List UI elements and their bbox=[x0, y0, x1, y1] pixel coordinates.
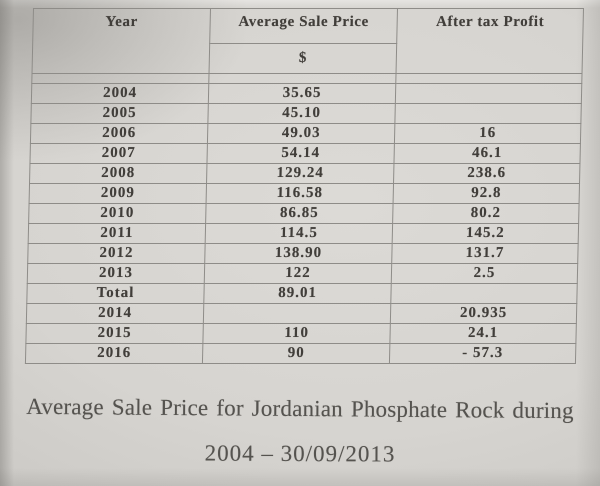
year-cell: 2007 bbox=[29, 143, 208, 164]
table-row: 2008 129.24 238.6 bbox=[29, 163, 580, 184]
profit-cell: - 57.3 bbox=[389, 343, 576, 364]
year-cell: 2016 bbox=[25, 343, 203, 364]
profit-cell bbox=[395, 83, 582, 104]
table-row: 2016 90 - 57.3 bbox=[25, 343, 576, 364]
profit-cell: 131.7 bbox=[391, 243, 579, 264]
profit-cell: 238.6 bbox=[393, 163, 580, 184]
profit-cell: 24.1 bbox=[389, 323, 577, 344]
profit-cell bbox=[394, 103, 582, 124]
col-header-year: Year bbox=[32, 8, 211, 74]
year-cell: 2012 bbox=[27, 243, 206, 264]
year-cell: 2014 bbox=[26, 303, 204, 324]
table-row: 2013 122 2.5 bbox=[27, 263, 578, 284]
spacer-cell bbox=[31, 73, 210, 84]
caption-line2: 2004 – 30/09/2013 bbox=[204, 440, 396, 467]
price-cell: 122 bbox=[204, 263, 392, 284]
year-cell: 2008 bbox=[29, 163, 207, 184]
table-row: 2015 110 24.1 bbox=[25, 323, 577, 344]
price-cell: 49.03 bbox=[207, 123, 395, 144]
price-cell: 110 bbox=[202, 323, 391, 344]
price-cell: 86.85 bbox=[205, 203, 394, 224]
spacer-row bbox=[31, 73, 583, 84]
year-cell: 2011 bbox=[28, 223, 206, 244]
profit-cell: 46.1 bbox=[393, 143, 581, 164]
price-cell: 129.24 bbox=[206, 163, 394, 184]
profit-cell: 80.2 bbox=[392, 203, 580, 224]
price-cell: 45.10 bbox=[207, 103, 396, 124]
price-cell: 116.58 bbox=[206, 183, 394, 204]
table-row: 2007 54.14 46.1 bbox=[29, 143, 581, 164]
profit-cell bbox=[390, 283, 578, 304]
profit-cell: 16 bbox=[394, 123, 581, 144]
price-cell: 138.90 bbox=[204, 243, 393, 264]
price-cell: 89.01 bbox=[203, 283, 392, 304]
col-header-after-tax-profit: After tax Profit bbox=[396, 8, 584, 74]
year-cell: 2010 bbox=[28, 203, 207, 224]
profit-cell: 145.2 bbox=[392, 223, 579, 244]
table-row: 2011 114.5 145.2 bbox=[28, 223, 579, 244]
profit-cell: 2.5 bbox=[391, 263, 578, 284]
year-cell: 2015 bbox=[25, 323, 204, 344]
spacer-cell bbox=[208, 73, 397, 84]
table-header: Year Average Sale Price After tax Profit… bbox=[31, 8, 584, 84]
year-cell: 2013 bbox=[27, 263, 205, 284]
spacer-cell bbox=[395, 73, 583, 84]
year-cell: Total bbox=[26, 283, 205, 304]
table-row: 2004 35.65 bbox=[31, 83, 582, 104]
price-cell: 54.14 bbox=[206, 143, 395, 164]
col-header-average-sale-price: Average Sale Price bbox=[209, 8, 398, 44]
profit-cell: 20.935 bbox=[390, 303, 577, 324]
caption-line1: Average Sale Price for Jordanian Phospha… bbox=[26, 393, 574, 424]
price-unit-cell: $ bbox=[209, 43, 397, 74]
table-body: 2004 35.65 2005 45.10 2006 49.03 16 2007… bbox=[25, 83, 582, 364]
price-profit-table: Year Average Sale Price After tax Profit… bbox=[25, 8, 584, 364]
price-cell: 35.65 bbox=[208, 83, 396, 104]
price-cell: 90 bbox=[202, 343, 390, 364]
year-cell: 2006 bbox=[30, 123, 208, 144]
profit-cell: 92.8 bbox=[393, 183, 580, 204]
year-cell: 2005 bbox=[30, 103, 209, 124]
table-row: 2006 49.03 16 bbox=[30, 123, 581, 144]
table-row: Total 89.01 bbox=[26, 283, 578, 304]
table-row: 2010 86.85 80.2 bbox=[28, 203, 580, 224]
year-cell: 2004 bbox=[31, 83, 209, 104]
header-row: Year Average Sale Price After tax Profit bbox=[32, 8, 584, 74]
table-row: 2009 116.58 92.8 bbox=[29, 183, 580, 204]
table-row: 2012 138.90 131.7 bbox=[27, 243, 579, 264]
table-row: 2014 20.935 bbox=[26, 303, 577, 324]
price-cell: 114.5 bbox=[205, 223, 393, 244]
table-row: 2005 45.10 bbox=[30, 103, 582, 124]
year-cell: 2009 bbox=[29, 183, 207, 204]
table-caption: Average Sale Price for Jordanian Phospha… bbox=[0, 392, 600, 467]
price-cell bbox=[203, 303, 391, 324]
